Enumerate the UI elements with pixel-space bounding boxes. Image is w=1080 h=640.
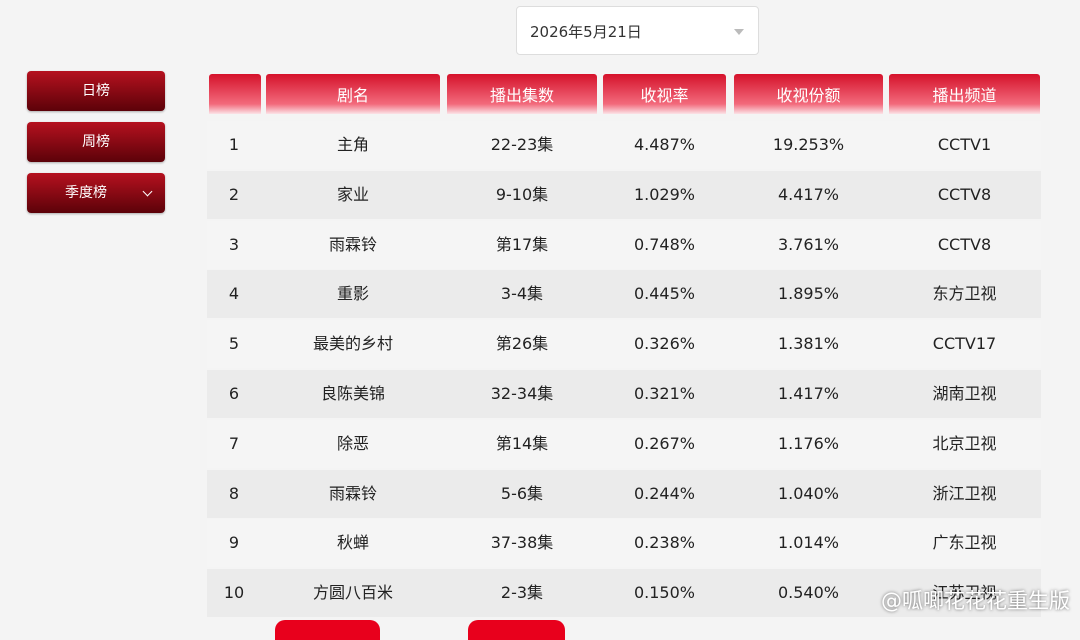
table-cell: 0.267% <box>633 433 695 453</box>
table-cell: 5 <box>228 334 240 354</box>
table-cell: 第17集 <box>495 234 549 254</box>
table-row <box>207 370 1041 418</box>
header-cell: 收视率 <box>603 74 726 114</box>
table-cell: 19.253% <box>772 135 845 154</box>
decoration <box>275 620 380 640</box>
table-cell: 9 <box>228 533 240 553</box>
table-cell: 1.029% <box>633 184 695 204</box>
tab-label: 季度榜 <box>65 185 107 201</box>
table-row <box>207 121 1041 169</box>
table-cell: 32-34集 <box>490 384 554 403</box>
table-cell: 5-6集 <box>500 483 544 503</box>
table-cell: 第14集 <box>495 433 549 453</box>
table-cell: 2-3集 <box>500 583 544 603</box>
table-row <box>207 419 1041 468</box>
tab-button[interactable]: 日榜 <box>27 71 165 111</box>
table-row <box>207 220 1041 269</box>
table-cell: 22-23集 <box>490 135 554 154</box>
watermark: @呱唧花花花重生版 <box>881 589 1070 613</box>
decoration <box>468 620 565 640</box>
table-cell: 4.417% <box>777 184 839 204</box>
table-cell: 1.381% <box>777 334 839 354</box>
table-cell: CCTV17 <box>932 334 997 354</box>
table-cell: 4 <box>228 284 240 304</box>
table-cell: 0.445% <box>633 284 695 304</box>
table-cell: 3-4集 <box>500 284 544 304</box>
table-row <box>207 170 1041 219</box>
table-cell: 第26集 <box>495 334 549 354</box>
table-cell: 2 <box>228 184 240 204</box>
table-cell: 0.748% <box>633 234 695 254</box>
table-cell: 江苏卫视 <box>932 583 997 603</box>
table-cell: 浙江卫视 <box>932 483 997 503</box>
table-cell: 1.417% <box>777 384 839 403</box>
table-cell: CCTV1 <box>937 135 992 154</box>
header-cell: 收视份额 <box>734 74 883 114</box>
table-cell: 1.014% <box>777 533 839 553</box>
tab-button[interactable]: 季度榜 <box>27 173 165 213</box>
table-cell: 0.238% <box>633 533 695 553</box>
table-cell: 10 <box>223 583 245 603</box>
header-cell <box>209 74 261 114</box>
table-cell: 0.540% <box>777 583 839 603</box>
dropdown-caret <box>734 29 744 35</box>
header-cell: 播出频道 <box>889 74 1040 114</box>
table-cell: 重影 <box>336 284 369 304</box>
table-cell: 北京卫视 <box>932 433 997 453</box>
table-cell: 东方卫视 <box>932 284 997 304</box>
table-cell: 4.487% <box>633 135 695 154</box>
header-cell: 播出集数 <box>447 74 597 114</box>
table-cell: 1.176% <box>777 433 839 453</box>
table-cell: 主角 <box>336 135 369 154</box>
table-cell: 0.244% <box>633 483 695 503</box>
table-cell: 广东卫视 <box>932 533 997 553</box>
table-cell: 雨霖铃 <box>328 234 377 254</box>
table-cell: 3.761% <box>777 234 839 254</box>
date-text: 2026年5月21日 <box>530 23 642 41</box>
table-cell: 1.895% <box>777 284 839 304</box>
table-cell: 最美的乡村 <box>312 334 393 354</box>
table-cell: 方圆八百米 <box>312 583 393 603</box>
table-cell: 9-10集 <box>495 184 549 204</box>
table-cell: 1 <box>228 135 240 154</box>
table-cell: 良陈美锦 <box>320 384 385 403</box>
table-cell: 6 <box>228 384 240 403</box>
table-cell: 37-38集 <box>490 533 554 553</box>
table-cell: 0.326% <box>633 334 695 354</box>
table-cell: 除恶 <box>336 433 369 453</box>
table-cell: 秋蝉 <box>336 533 369 553</box>
table-row <box>207 270 1041 319</box>
table-row <box>207 569 1041 618</box>
table-cell: 雨霖铃 <box>328 483 377 503</box>
table-cell: 0.150% <box>633 583 695 603</box>
table-cell: 7 <box>228 433 240 453</box>
table-row <box>207 469 1041 518</box>
table-cell: CCTV8 <box>937 234 992 254</box>
table-cell: 1.040% <box>777 483 839 503</box>
chevron <box>142 186 153 197</box>
header-cell: 剧名 <box>266 74 440 114</box>
tab-button[interactable]: 周榜 <box>27 122 165 162</box>
table-row <box>207 320 1041 369</box>
table-row <box>207 519 1041 568</box>
table-cell: 3 <box>228 234 240 254</box>
table-cell: 0.321% <box>633 384 695 403</box>
table-cell: CCTV8 <box>937 184 992 204</box>
date-select[interactable]: 2026年5月21日 <box>516 6 759 55</box>
table-cell: 家业 <box>336 184 369 204</box>
table-cell: 湖南卫视 <box>932 384 997 403</box>
table-cell: 8 <box>228 483 240 503</box>
